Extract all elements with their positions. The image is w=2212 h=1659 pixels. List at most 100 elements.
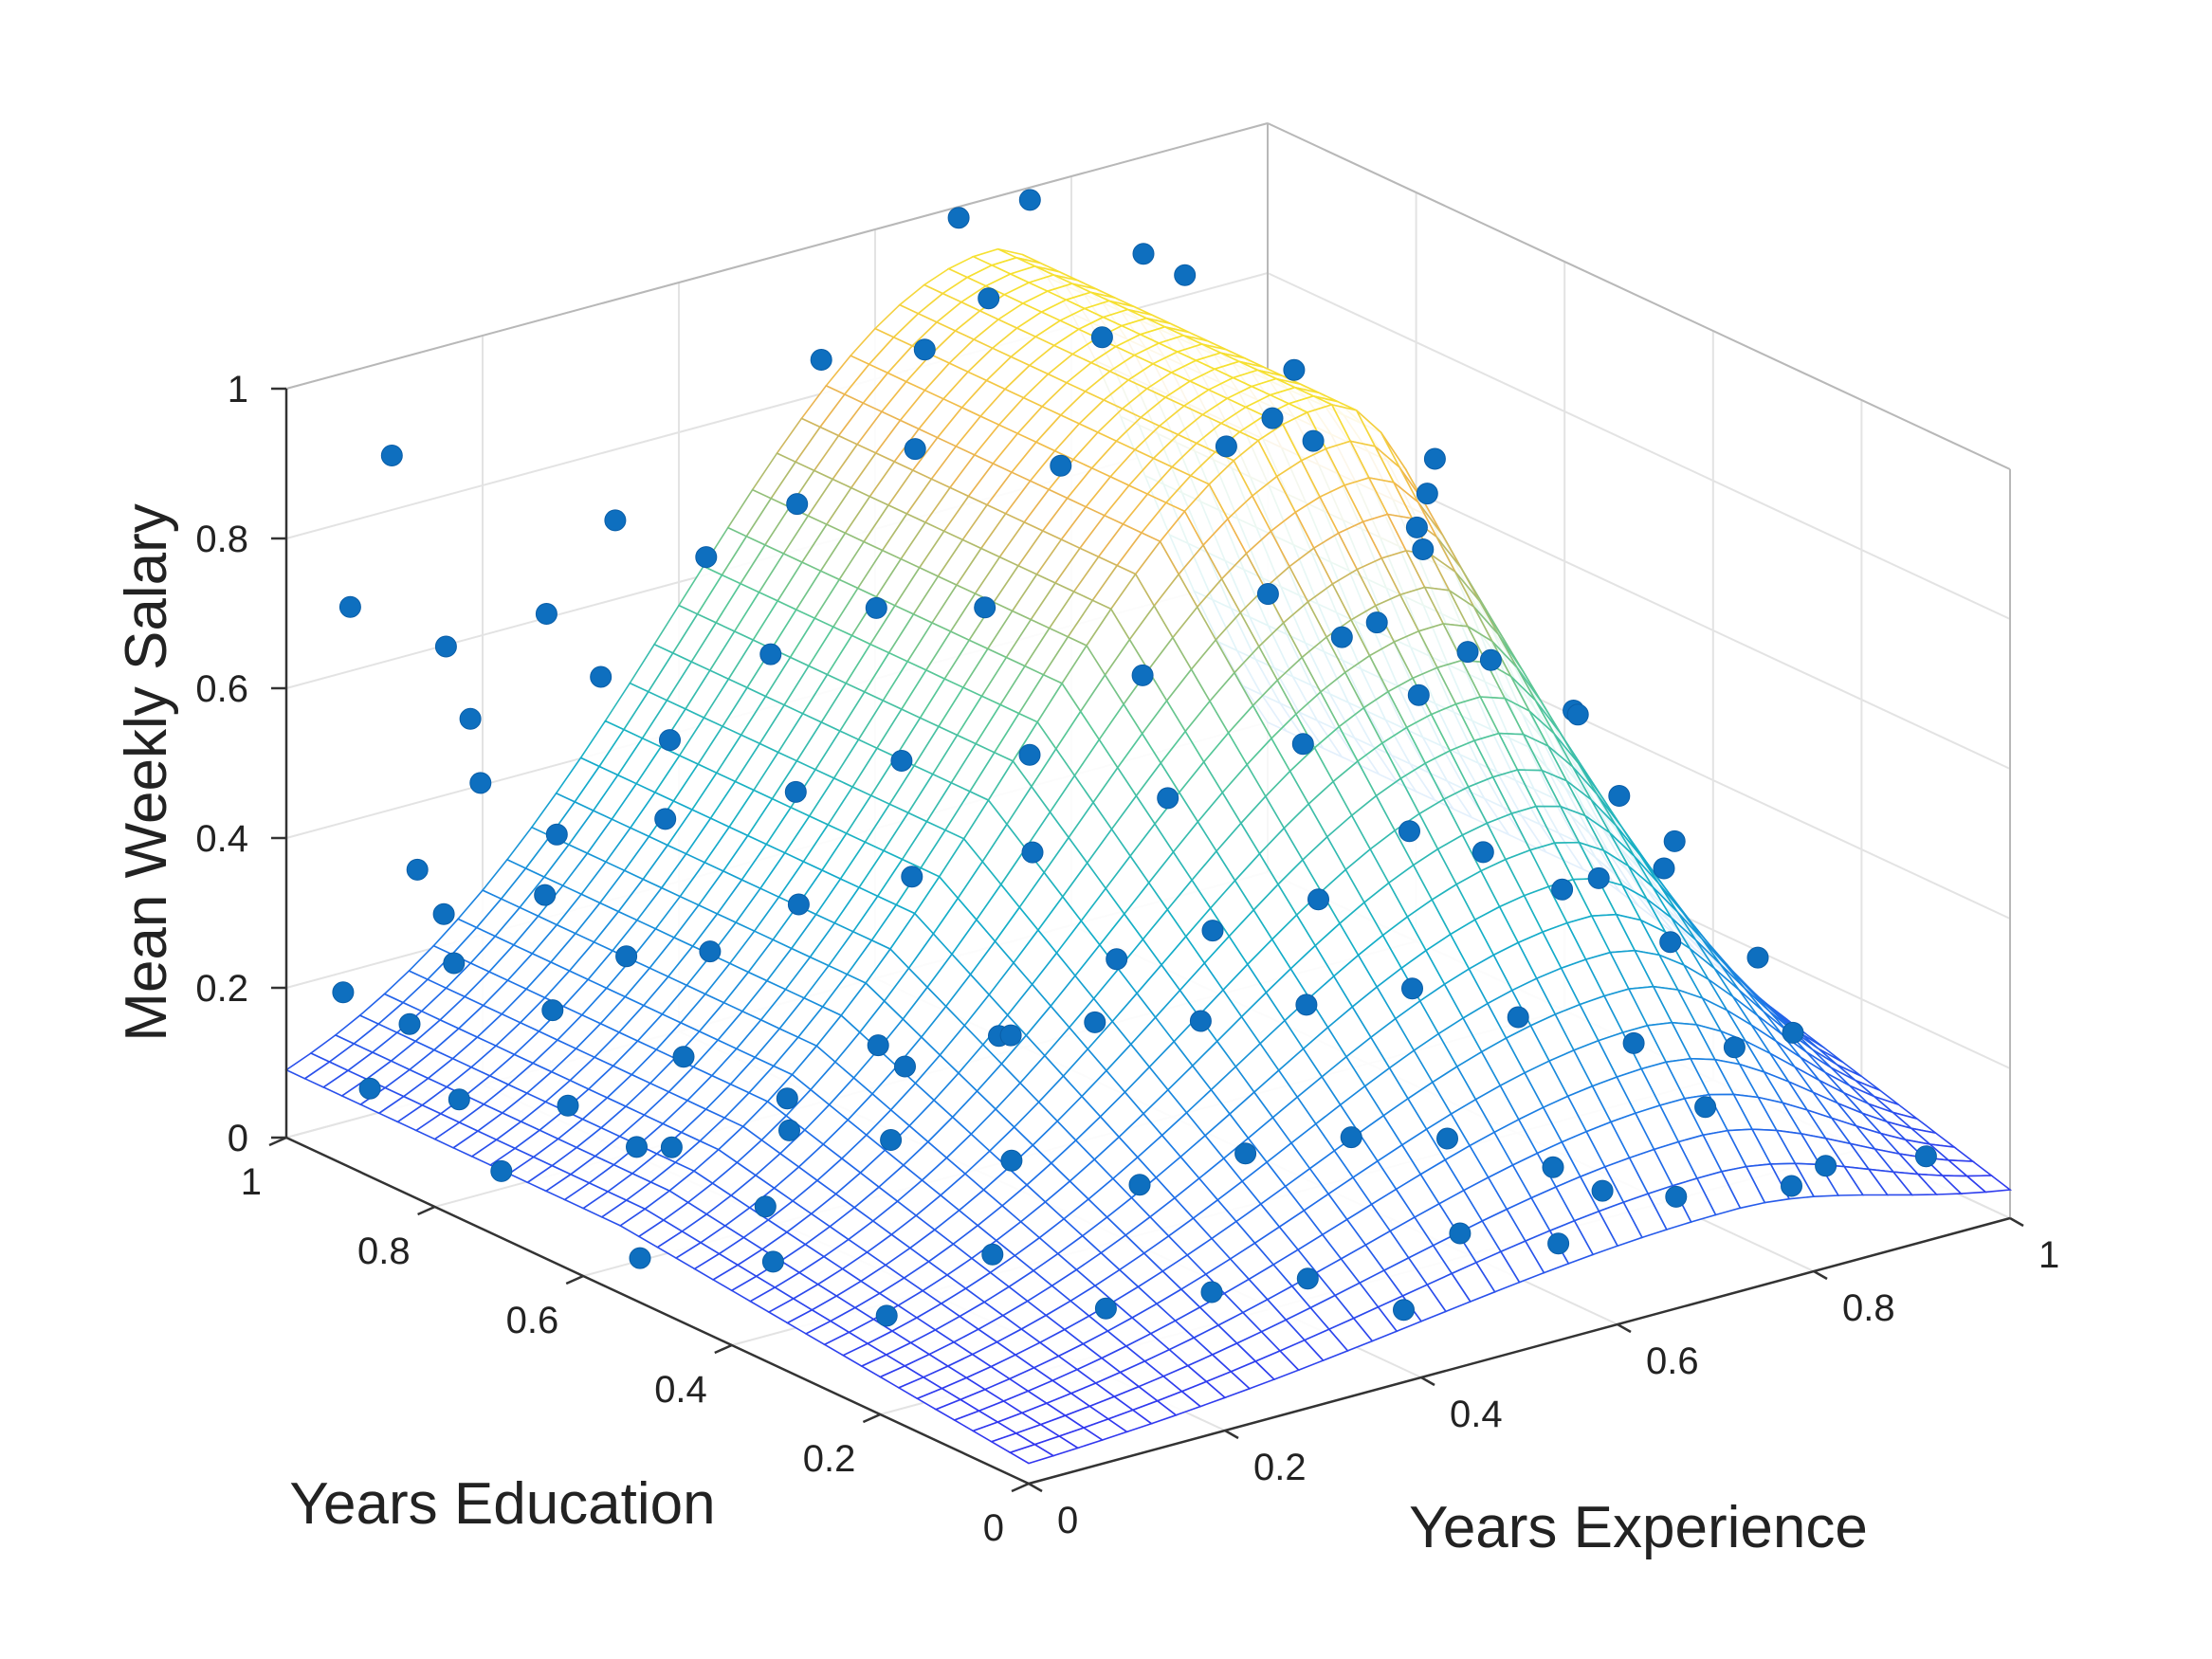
data-point xyxy=(1401,977,1423,1000)
data-point xyxy=(1234,1142,1257,1165)
data-point xyxy=(1423,447,1446,470)
data-point xyxy=(1587,866,1610,889)
data-point xyxy=(810,349,832,371)
data-point xyxy=(660,1136,683,1158)
x-tick xyxy=(1617,1322,1632,1334)
x-tick-label: 0.4 xyxy=(1450,1394,1503,1435)
data-point xyxy=(545,823,568,846)
data-point xyxy=(1746,946,1769,969)
y-tick xyxy=(862,1413,881,1424)
data-point xyxy=(787,893,810,916)
data-point xyxy=(629,1247,651,1269)
data-point xyxy=(1393,1299,1415,1322)
data-point xyxy=(913,338,936,361)
data-point xyxy=(880,1129,903,1151)
data-point xyxy=(778,1119,800,1141)
data-point xyxy=(894,1055,916,1078)
data-point xyxy=(1365,611,1388,634)
data-point xyxy=(1782,1021,1804,1044)
axes-box: 0 0 0 0.2 0.2 0.2 0.4 0.4 0.4 0.6 0.6 0.6 0.8 0.8 0.8 1… xyxy=(195,122,2059,1549)
data-point xyxy=(1622,1031,1645,1054)
data-point xyxy=(1449,1222,1472,1245)
tick-labels: 0 0 0 0.2 0.2 0.2 0.4 0.4 0.4 0.6 0.6 0.6 0.8 0.8 0.8 1… xyxy=(195,369,2059,1549)
data-point xyxy=(659,729,681,752)
y-tick xyxy=(417,1205,436,1216)
data-point xyxy=(626,1136,648,1158)
data-point xyxy=(332,981,355,1004)
x-tick xyxy=(2009,1216,2024,1228)
data-point xyxy=(1256,583,1279,605)
data-point xyxy=(1296,1267,1319,1290)
data-point xyxy=(1547,1232,1570,1255)
data-point xyxy=(1000,1149,1023,1172)
data-point xyxy=(672,1046,695,1068)
data-point xyxy=(1200,1281,1223,1304)
data-point xyxy=(1215,435,1237,458)
data-point xyxy=(1566,703,1589,726)
y-tick xyxy=(1011,1482,1030,1493)
data-point xyxy=(1914,1145,1937,1168)
data-point xyxy=(1131,664,1154,686)
data-point xyxy=(875,1304,898,1327)
grid-line xyxy=(1267,272,2011,620)
data-point xyxy=(1479,648,1502,671)
data-point xyxy=(978,287,1000,310)
data-point xyxy=(1723,1036,1746,1059)
data-point xyxy=(1340,1126,1362,1149)
y-tick-label: 0.8 xyxy=(357,1231,411,1272)
data-point xyxy=(1416,483,1438,505)
data-point xyxy=(590,665,612,688)
data-point xyxy=(1653,857,1675,880)
data-point xyxy=(1291,733,1314,756)
data-point xyxy=(761,1250,784,1273)
data-point xyxy=(1407,684,1430,706)
data-point xyxy=(1201,920,1224,942)
data-point xyxy=(1189,1010,1212,1032)
data-point xyxy=(947,207,970,229)
x-tick-label: 0 xyxy=(1057,1500,1078,1541)
data-point xyxy=(406,858,429,881)
data-point xyxy=(901,866,923,888)
y-tick-label: 0.6 xyxy=(506,1300,559,1341)
data-point xyxy=(1551,878,1574,901)
x-tick xyxy=(1420,1376,1435,1387)
data-point xyxy=(1456,641,1479,664)
data-point xyxy=(1663,830,1686,852)
data-point xyxy=(459,707,482,730)
z-tick-label: 0.8 xyxy=(195,519,248,560)
data-point xyxy=(1405,516,1428,538)
data-point xyxy=(999,1024,1022,1047)
data-point xyxy=(535,603,558,625)
data-point xyxy=(786,493,809,516)
y-axis-label: Years Education xyxy=(289,1471,715,1537)
data-point xyxy=(1018,189,1041,211)
data-point xyxy=(890,750,913,772)
data-point xyxy=(1398,820,1420,843)
data-point xyxy=(759,643,782,665)
x-tick-label: 1 xyxy=(2038,1234,2059,1276)
data-point xyxy=(1018,743,1041,766)
data-point xyxy=(1128,1174,1151,1196)
x-tick xyxy=(1813,1269,1828,1281)
y-tick-label: 1 xyxy=(241,1161,262,1203)
data-point xyxy=(1090,326,1113,349)
x-tick-label: 0.2 xyxy=(1253,1447,1307,1488)
data-point xyxy=(981,1243,1004,1266)
x-tick xyxy=(1224,1429,1239,1440)
data-point xyxy=(1412,538,1435,560)
x-tick-label: 0.8 xyxy=(1842,1287,1895,1329)
data-point xyxy=(865,596,887,619)
data-point xyxy=(1174,264,1197,286)
data-point xyxy=(434,635,457,658)
data-point xyxy=(534,884,557,906)
data-point xyxy=(867,1034,889,1057)
data-point xyxy=(1436,1127,1458,1150)
y-tick xyxy=(714,1343,733,1355)
box-edge xyxy=(1267,122,2011,470)
data-point xyxy=(448,1088,470,1111)
scatter-points xyxy=(332,189,1937,1327)
data-point xyxy=(1302,429,1325,452)
data-point xyxy=(695,546,718,569)
data-point xyxy=(904,438,926,461)
box-edge xyxy=(285,122,1269,390)
